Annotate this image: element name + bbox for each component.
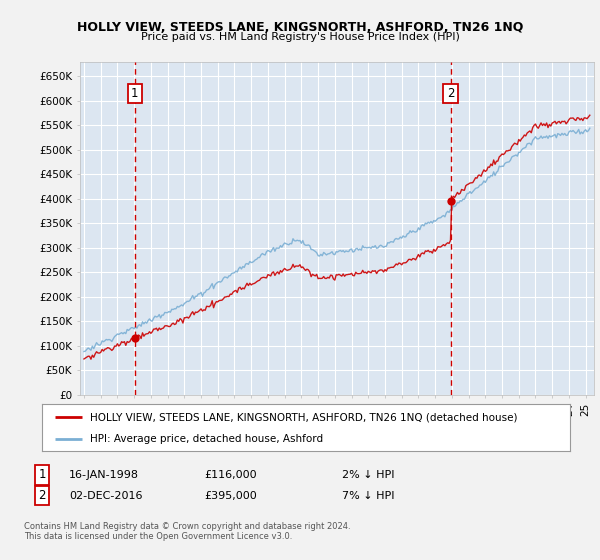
Text: HOLLY VIEW, STEEDS LANE, KINGSNORTH, ASHFORD, TN26 1NQ: HOLLY VIEW, STEEDS LANE, KINGSNORTH, ASH… bbox=[77, 21, 523, 34]
Text: £116,000: £116,000 bbox=[204, 470, 257, 480]
Text: 1: 1 bbox=[131, 87, 139, 100]
Text: HOLLY VIEW, STEEDS LANE, KINGSNORTH, ASHFORD, TN26 1NQ (detached house): HOLLY VIEW, STEEDS LANE, KINGSNORTH, ASH… bbox=[89, 412, 517, 422]
Text: 1: 1 bbox=[38, 468, 46, 482]
Text: £395,000: £395,000 bbox=[204, 491, 257, 501]
Text: 02-DEC-2016: 02-DEC-2016 bbox=[69, 491, 143, 501]
Text: 16-JAN-1998: 16-JAN-1998 bbox=[69, 470, 139, 480]
Text: 7% ↓ HPI: 7% ↓ HPI bbox=[342, 491, 395, 501]
Text: Price paid vs. HM Land Registry's House Price Index (HPI): Price paid vs. HM Land Registry's House … bbox=[140, 32, 460, 43]
Text: HPI: Average price, detached house, Ashford: HPI: Average price, detached house, Ashf… bbox=[89, 434, 323, 444]
Text: Contains HM Land Registry data © Crown copyright and database right 2024.
This d: Contains HM Land Registry data © Crown c… bbox=[24, 522, 350, 542]
Text: 2: 2 bbox=[38, 489, 46, 502]
Text: 2% ↓ HPI: 2% ↓ HPI bbox=[342, 470, 395, 480]
Text: 2: 2 bbox=[447, 87, 454, 100]
